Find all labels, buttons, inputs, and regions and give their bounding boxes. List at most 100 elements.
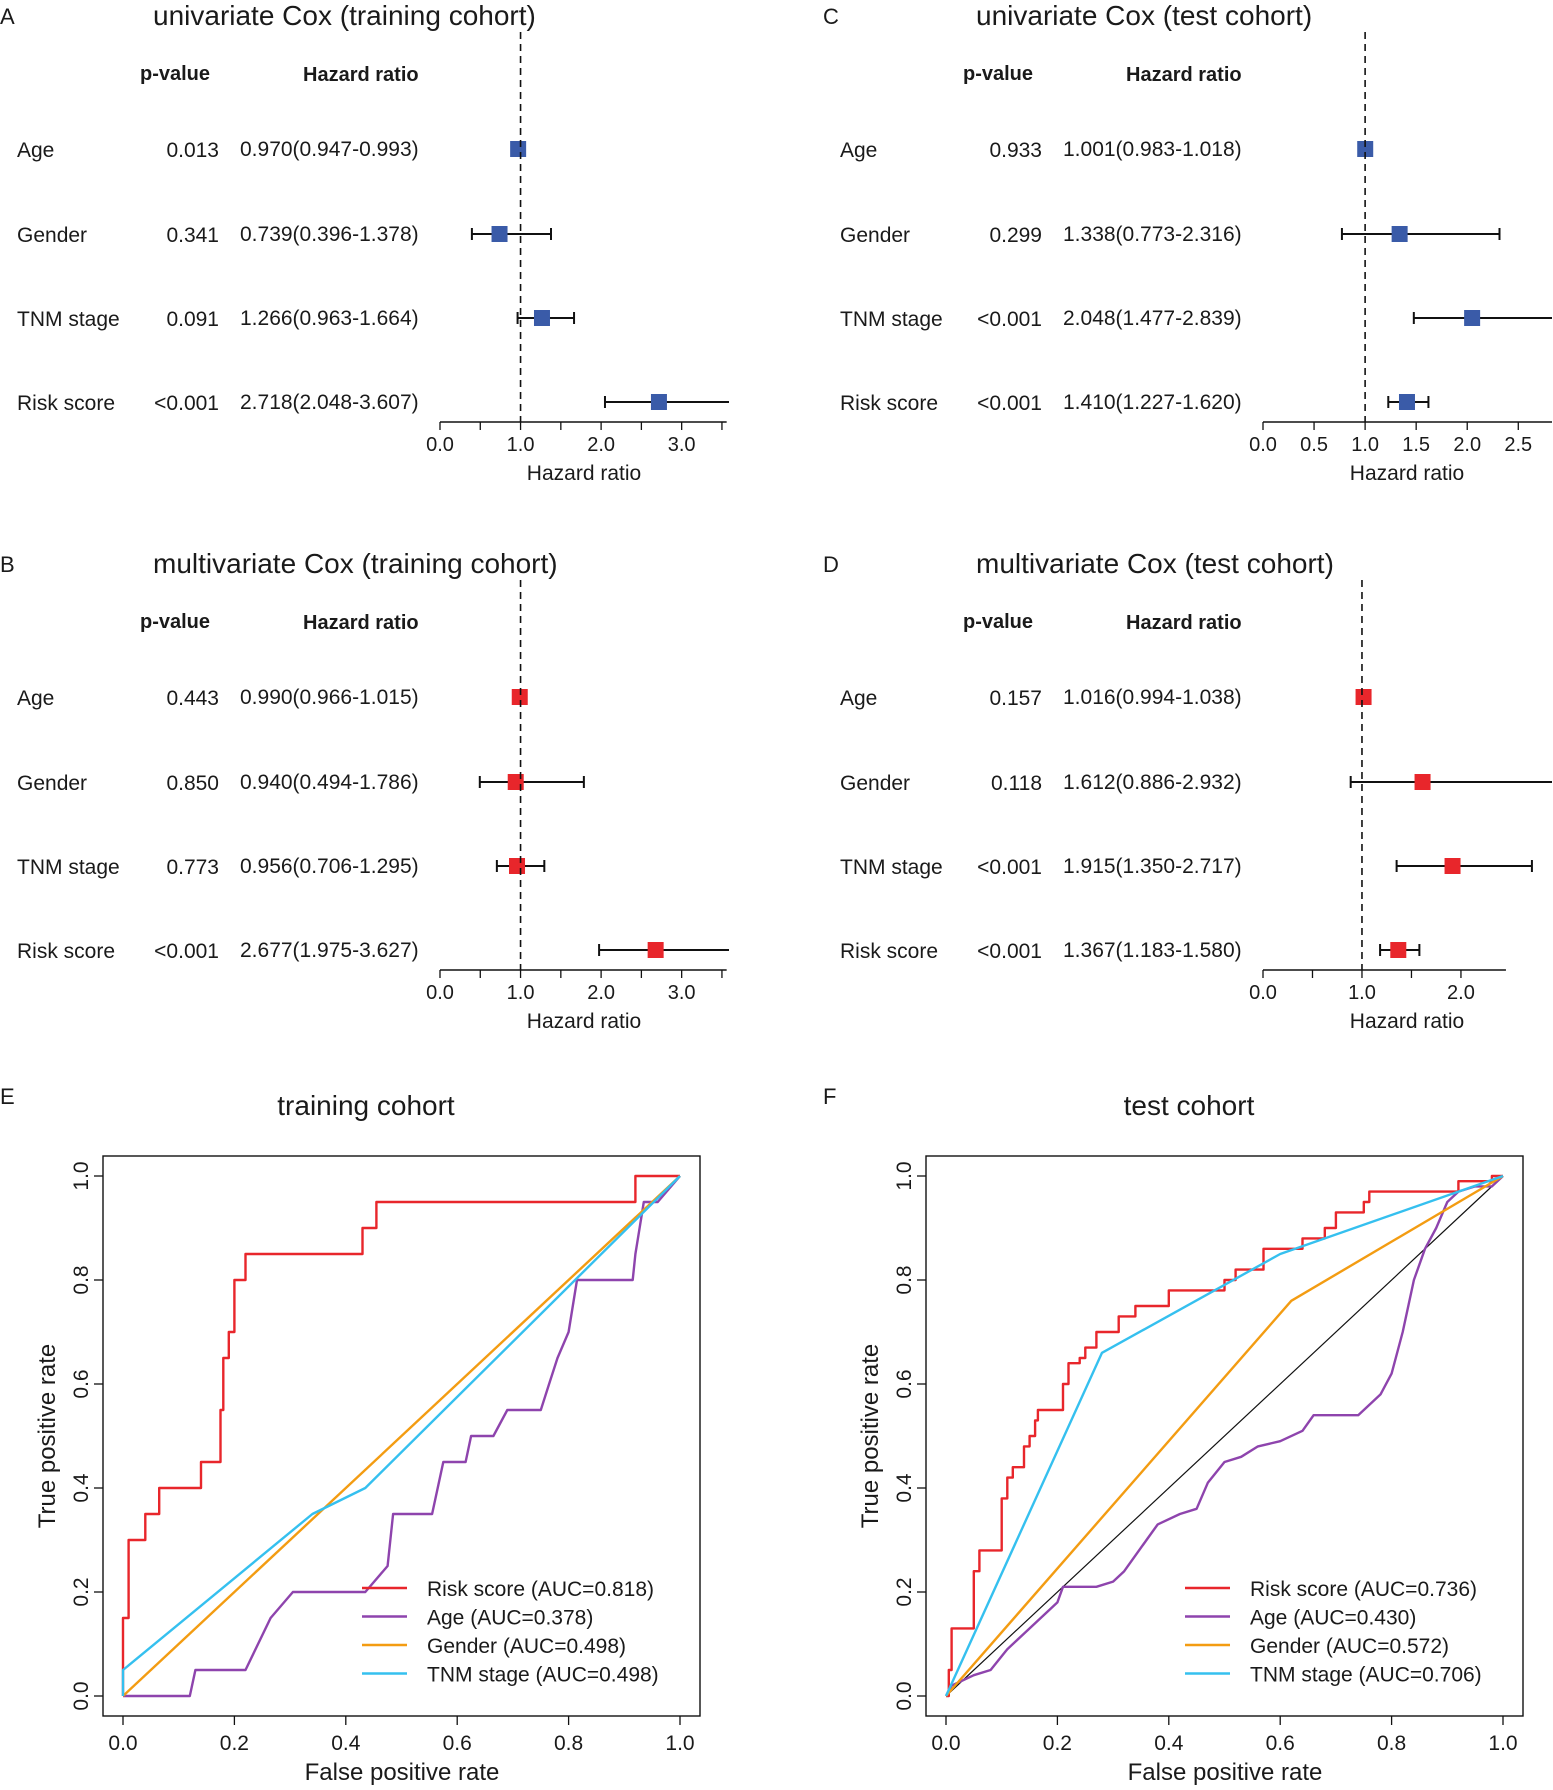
row-label: Age <box>840 687 877 710</box>
row-label: Age <box>17 687 54 710</box>
p-value-header: p-value <box>963 63 1033 85</box>
row-hr-text: 2.718(2.048-3.607) <box>240 391 419 414</box>
row-hr-text: 1.016(0.994-1.038) <box>1063 686 1242 709</box>
panel-title: univariate Cox (training cohort) <box>153 0 536 31</box>
row-label: Gender <box>17 224 87 247</box>
x-tick-label: 0.6 <box>1266 1732 1295 1755</box>
row-hr-text: 1.410(1.227-1.620) <box>1063 391 1242 414</box>
roc-curve <box>122 1175 681 1697</box>
x-tick-label: 0.0 <box>426 982 454 1004</box>
legend-label: TNM stage (AUC=0.706) <box>1250 1664 1482 1687</box>
roc-curve <box>944 1174 1504 1697</box>
p-value-header: p-value <box>140 611 210 633</box>
row-p-value: 0.773 <box>166 856 219 879</box>
x-tick-label: 2.0 <box>1447 982 1475 1004</box>
row-label: TNM stage <box>17 308 120 331</box>
hr-marker <box>1355 689 1372 705</box>
row-p-value: <0.001 <box>977 856 1042 879</box>
legend-label: Risk score (AUC=0.736) <box>1250 1578 1477 1601</box>
row-label: Risk score <box>17 940 115 963</box>
x-tick-label: 0.0 <box>426 434 454 456</box>
x-tick-label: 0.4 <box>331 1732 361 1755</box>
row-p-value: 0.850 <box>166 772 219 795</box>
row-p-value: <0.001 <box>977 940 1042 963</box>
row-hr-text: 0.739(0.396-1.378) <box>240 223 419 246</box>
row-p-value: 0.443 <box>166 687 219 710</box>
y-tick-label: 0.0 <box>70 1681 93 1710</box>
x-tick-label: 0.6 <box>443 1732 472 1755</box>
row-label: Gender <box>840 224 910 247</box>
y-tick-label: 0.8 <box>70 1265 93 1294</box>
panel-letter: C <box>823 4 839 29</box>
legend-label: Gender (AUC=0.498) <box>427 1635 626 1658</box>
panel-letter: B <box>0 552 15 577</box>
legend-label: Age (AUC=0.378) <box>427 1607 593 1630</box>
row-hr-text: 0.970(0.947-0.993) <box>240 138 419 161</box>
row-hr-text: 0.990(0.966-1.015) <box>240 686 419 709</box>
hazard-ratio-header: Hazard ratio <box>303 64 419 86</box>
x-tick-label: 3.0 <box>668 434 696 456</box>
panel-title: multivariate Cox (test cohort) <box>976 548 1334 579</box>
row-label: TNM stage <box>840 856 943 879</box>
roc-curve <box>946 1174 1503 1698</box>
x-tick-label: 2.5 <box>1504 434 1532 456</box>
x-tick-label: 1.0 <box>507 434 535 456</box>
row-hr-text: 0.940(0.494-1.786) <box>240 771 419 794</box>
x-axis-label: Hazard ratio <box>527 1010 641 1033</box>
hr-marker <box>650 394 667 410</box>
y-tick-label: 0.2 <box>893 1577 916 1606</box>
x-tick-label: 1.0 <box>1348 982 1376 1004</box>
row-p-value: <0.001 <box>977 308 1042 331</box>
roc-curve <box>944 1175 1504 1697</box>
x-tick-label: 3.0 <box>668 982 696 1004</box>
hazard-ratio-header: Hazard ratio <box>303 612 419 634</box>
y-tick-label: 1.0 <box>893 1161 916 1190</box>
hr-marker <box>1391 226 1408 242</box>
x-tick-label: 0.4 <box>1154 1732 1184 1755</box>
y-tick-label: 0.2 <box>70 1577 93 1606</box>
diagonal-reference <box>945 1175 1504 1697</box>
roc-curve <box>123 1175 681 1698</box>
hr-marker <box>509 858 526 874</box>
row-p-value: <0.001 <box>154 940 219 963</box>
roc-curve <box>121 1175 681 1696</box>
hr-marker <box>647 942 664 958</box>
legend-label: Age (AUC=0.430) <box>1250 1607 1416 1630</box>
row-hr-text: 0.956(0.706-1.295) <box>240 855 419 878</box>
p-value-header: p-value <box>140 63 210 85</box>
hazard-ratio-header: Hazard ratio <box>1126 612 1242 634</box>
row-label: TNM stage <box>17 856 120 879</box>
y-tick-label: 1.0 <box>70 1161 93 1190</box>
row-label: Gender <box>17 772 87 795</box>
hr-marker <box>1464 310 1481 326</box>
x-tick-label: 1.0 <box>507 982 535 1004</box>
row-hr-text: 2.677(1.975-3.627) <box>240 939 419 962</box>
row-hr-text: 2.048(1.477-2.839) <box>1063 307 1242 330</box>
hr-marker <box>507 774 524 790</box>
hr-marker <box>1357 141 1374 157</box>
hr-marker <box>533 310 550 326</box>
row-p-value: 0.091 <box>166 308 219 331</box>
row-p-value: 0.013 <box>166 139 219 162</box>
x-tick-label: 0.0 <box>108 1732 137 1755</box>
row-label: Age <box>17 139 54 162</box>
y-axis-label: True positive rate <box>34 1344 61 1529</box>
y-tick-label: 0.6 <box>70 1369 93 1398</box>
x-tick-label: 1.0 <box>1351 434 1379 456</box>
hr-marker <box>510 141 527 157</box>
row-label: Gender <box>840 772 910 795</box>
roc-curve <box>945 1174 1504 1697</box>
panel-title: multivariate Cox (training cohort) <box>153 548 558 579</box>
x-tick-label: 0.8 <box>554 1732 583 1755</box>
x-axis-label: False positive rate <box>1128 1759 1323 1785</box>
x-tick-label: 2.0 <box>1453 434 1481 456</box>
panel-letter: A <box>0 4 15 29</box>
panel-title: univariate Cox (test cohort) <box>976 0 1312 31</box>
hr-marker <box>1414 774 1431 790</box>
